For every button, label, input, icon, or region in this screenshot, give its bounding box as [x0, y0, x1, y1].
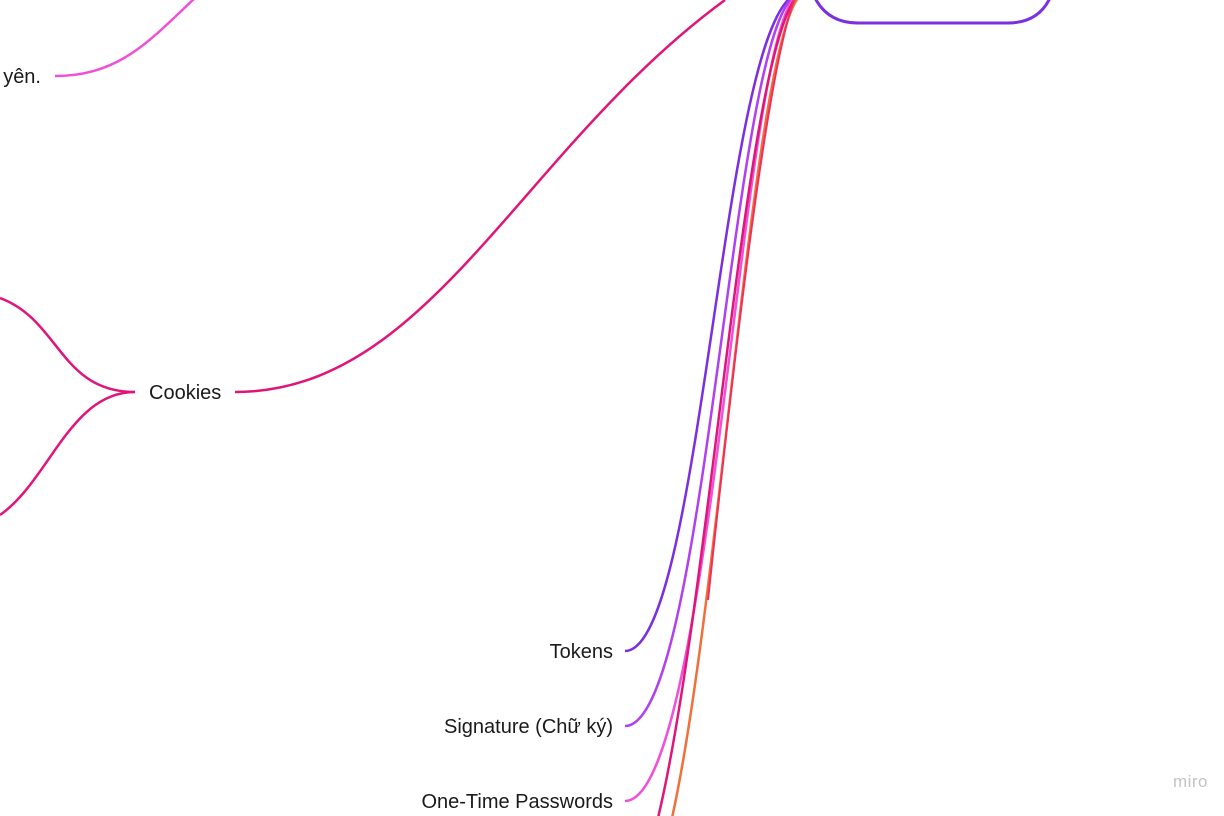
node-cookies[interactable]: Cookies [149, 382, 221, 404]
connector-offscreen-3 [707, 0, 796, 601]
connector-cookies-child-lower [0, 390, 136, 517]
miro-watermark: miro [1172, 772, 1208, 791]
connector-otp [624, 0, 795, 803]
central-node[interactable] [814, 0, 1051, 25]
connector-cookies-child-upper [0, 296, 136, 394]
node-otp[interactable]: One-Time Passwords [421, 791, 613, 813]
connector-partial-node [54, 0, 195, 78]
connector-signature [624, 0, 793, 728]
connector-cookies [234, 0, 726, 394]
node-partial-left[interactable]: yên. [3, 66, 41, 88]
connector-tokens [624, 0, 790, 653]
node-signature[interactable]: Signature (Chữ ký) [444, 716, 613, 738]
connector-offscreen-1 [657, 0, 797, 816]
connector-offscreen-2 [671, 0, 799, 816]
node-tokens[interactable]: Tokens [550, 641, 613, 663]
